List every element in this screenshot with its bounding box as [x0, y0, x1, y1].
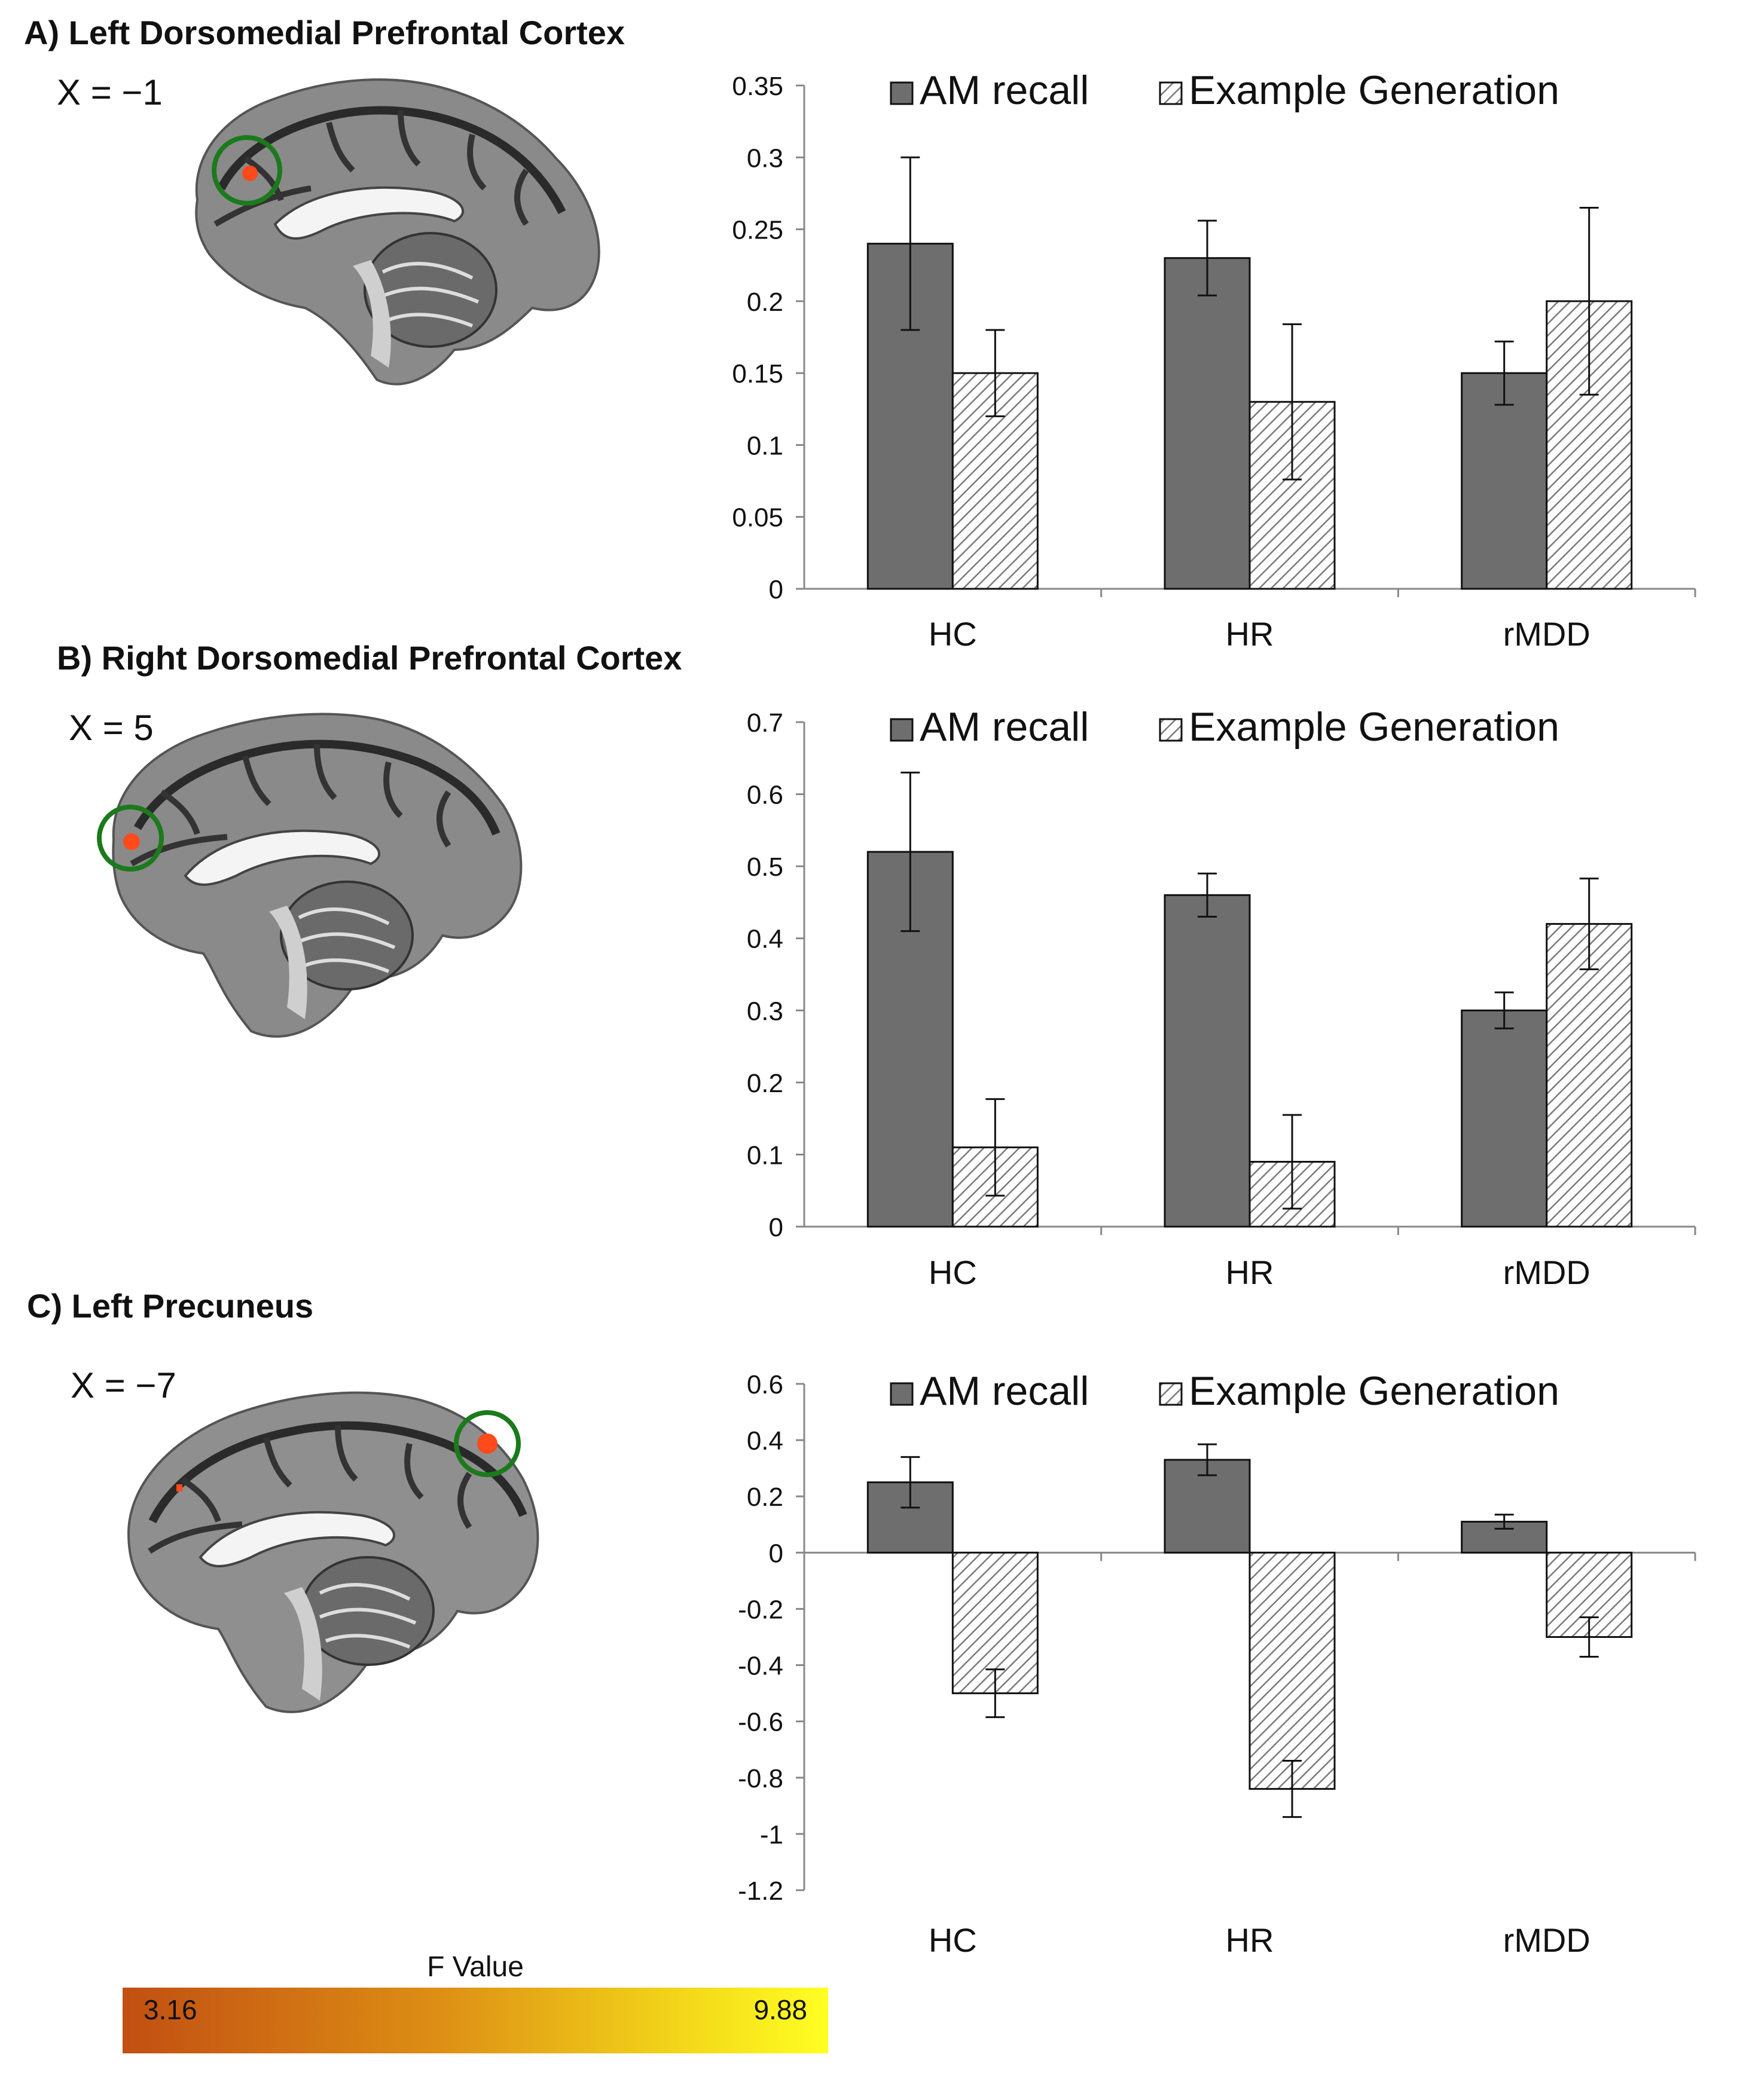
- x-category-label: HR: [1226, 615, 1274, 653]
- y-tick-label: 0.4: [747, 925, 783, 954]
- x-category-label: rMDD: [1503, 615, 1591, 653]
- x-category-label: HR: [1226, 1254, 1274, 1291]
- brain-slice-a: [195, 78, 600, 386]
- bar-example-generation-HC: [951, 372, 1039, 590]
- y-tick-label: -0.4: [738, 1652, 783, 1681]
- legend-swatch-example-generation: [1159, 1382, 1183, 1406]
- y-tick-label: 0.5: [747, 852, 783, 882]
- bar-am-recall-rMDD: [1461, 372, 1548, 590]
- x-category-label: HC: [929, 615, 977, 653]
- chart-1: 0 0.1 0.2 0.3 0.4 0.5 0.6 0.7 HC HR rMDD AM recall E…: [747, 704, 1696, 1291]
- y-tick-label: 0: [769, 1213, 783, 1242]
- bar-am-recall-HR: [1164, 257, 1251, 590]
- y-tick-label: -1: [760, 1820, 783, 1850]
- y-tick-label: 0.05: [732, 503, 783, 533]
- y-tick-label: 0.3: [747, 996, 783, 1026]
- x-category-label: HC: [929, 1254, 977, 1291]
- y-tick-label: 0.2: [747, 288, 783, 317]
- legend-label-example-generation: Example Generation: [1189, 704, 1559, 750]
- y-tick-label: -0.6: [738, 1708, 783, 1737]
- legend-swatch-am-recall: [890, 81, 914, 105]
- y-tick-label: 0.35: [732, 72, 783, 101]
- legend-label-example-generation: Example Generation: [1189, 1368, 1559, 1414]
- legend-swatch-example-generation: [1159, 81, 1183, 105]
- panel-b-slice-coordinate: X = 5: [69, 708, 154, 748]
- brain-slice-c: [127, 1391, 539, 1713]
- y-tick-label: 0.4: [747, 1426, 783, 1456]
- y-tick-label: 0.25: [732, 216, 783, 245]
- colorbar-title: F Value: [427, 1951, 524, 1983]
- y-tick-label: 0.15: [732, 359, 783, 389]
- panel-a-slice-coordinate: X = −1: [57, 72, 163, 112]
- chart-0: 0 0.05 0.1 0.15 0.2 0.25 0.3 0.35 HC HR rMDD AM rec…: [732, 68, 1696, 653]
- colorbar-min-label: 3.16: [144, 1994, 197, 2025]
- legend-label-example-generation: Example Generation: [1189, 68, 1559, 113]
- y-tick-label: 0: [769, 575, 783, 604]
- panel-c-title: C) Left Precuneus: [27, 1287, 314, 1325]
- legend-label-am-recall: AM recall: [920, 68, 1089, 113]
- y-tick-label: 0.7: [747, 708, 783, 738]
- x-category-label: HR: [1226, 1921, 1274, 1959]
- panel-b-title: B) Right Dorsomedial Prefrontal Cortex: [57, 639, 682, 677]
- brain-slice-b: [97, 713, 523, 1038]
- y-tick-label: 0.3: [747, 143, 783, 173]
- colorbar-gradient: 3.16 9.88: [123, 1988, 828, 2053]
- y-tick-label: -0.8: [738, 1764, 783, 1793]
- legend-label-am-recall: AM recall: [920, 704, 1089, 750]
- y-tick-label: -1.2: [738, 1876, 783, 1906]
- bar-am-recall-HR: [1164, 1459, 1251, 1554]
- x-category-label: rMDD: [1503, 1921, 1591, 1959]
- chart-2: -1.2 -1 -0.8 -0.6 -0.4 -0.2 0 0.2 0.4 0.6 HC HR rMDD…: [738, 1368, 1696, 1959]
- y-tick-label: 0.6: [747, 781, 783, 810]
- panel-c-slice-coordinate: X = −7: [71, 1365, 176, 1405]
- legend-label-am-recall: AM recall: [920, 1368, 1089, 1414]
- colorbar-max-label: 9.88: [753, 1994, 807, 2025]
- y-tick-label: 0: [769, 1539, 783, 1568]
- x-category-label: rMDD: [1503, 1254, 1591, 1291]
- x-category-label: HC: [929, 1921, 977, 1959]
- y-tick-label: -0.2: [738, 1595, 783, 1624]
- y-tick-label: 0.1: [747, 1141, 783, 1170]
- bar-am-recall-HR: [1164, 894, 1251, 1228]
- panel-a-title: A) Left Dorsomedial Prefrontal Cortex: [24, 14, 625, 51]
- bar-am-recall-rMDD: [1461, 1009, 1548, 1228]
- y-tick-label: 0.2: [747, 1482, 783, 1512]
- legend-swatch-example-generation: [1159, 718, 1183, 742]
- f-value-colorbar: F Value 3.16 9.88: [123, 1951, 828, 2053]
- y-tick-label: 0.1: [747, 431, 783, 460]
- bar-example-generation-HR: [1248, 1551, 1336, 1790]
- y-tick-label: 0.2: [747, 1069, 783, 1098]
- legend-swatch-am-recall: [890, 1382, 914, 1406]
- y-tick-label: 0.6: [747, 1370, 783, 1399]
- legend-swatch-am-recall: [890, 718, 914, 742]
